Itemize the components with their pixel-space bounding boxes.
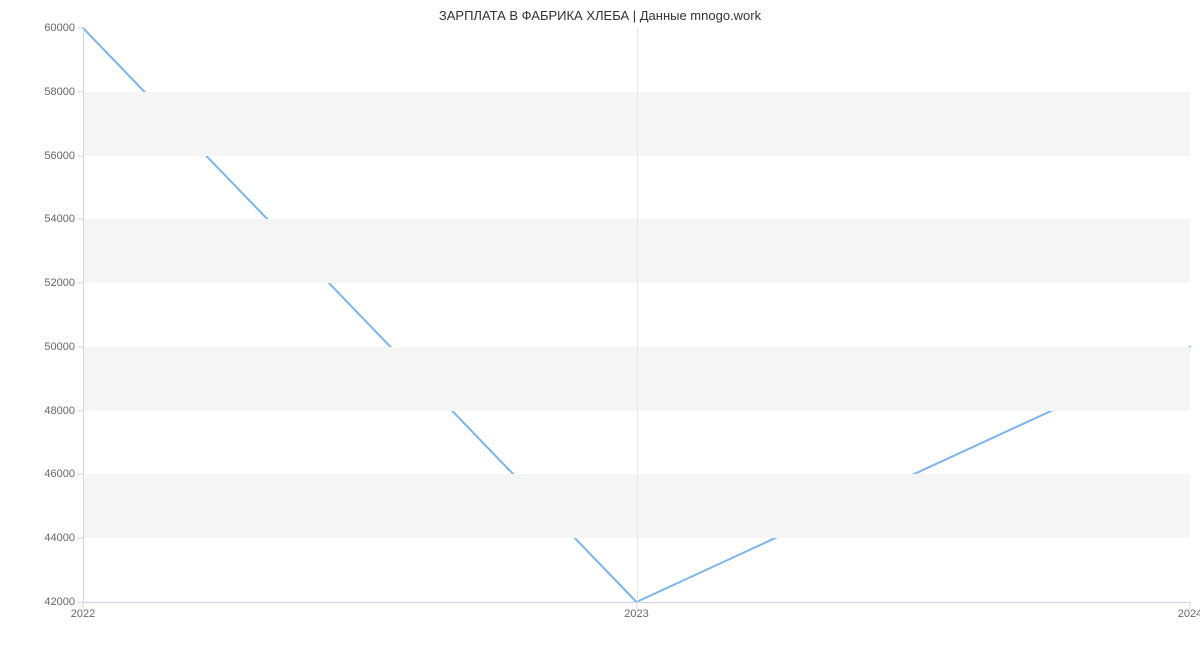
y-tick-label: 52000 <box>44 277 75 289</box>
y-tick-label: 60000 <box>44 22 75 34</box>
y-axis-line <box>83 28 84 602</box>
y-tick-label: 44000 <box>44 532 75 544</box>
y-tick-label: 42000 <box>44 596 75 608</box>
y-tick-label: 50000 <box>44 341 75 353</box>
y-tick-label: 54000 <box>44 213 75 225</box>
chart-title: ЗАРПЛАТА В ФАБРИКА ХЛЕБА | Данные mnogo.… <box>0 8 1200 23</box>
y-tick-label: 46000 <box>44 468 75 480</box>
x-tick-label: 2024 <box>1178 608 1200 620</box>
y-tick-label: 48000 <box>44 405 75 417</box>
x-tick-label: 2023 <box>624 608 648 620</box>
salary-line-chart: ЗАРПЛАТА В ФАБРИКА ХЛЕБА | Данные mnogo.… <box>0 0 1200 650</box>
gridline-vertical <box>637 28 638 602</box>
y-tick-label: 56000 <box>44 150 75 162</box>
plot-area: 2022202320244200044000460004800050000520… <box>83 28 1190 602</box>
y-tick-label: 58000 <box>44 86 75 98</box>
x-axis-line <box>83 602 1190 603</box>
x-tick-label: 2022 <box>71 608 95 620</box>
